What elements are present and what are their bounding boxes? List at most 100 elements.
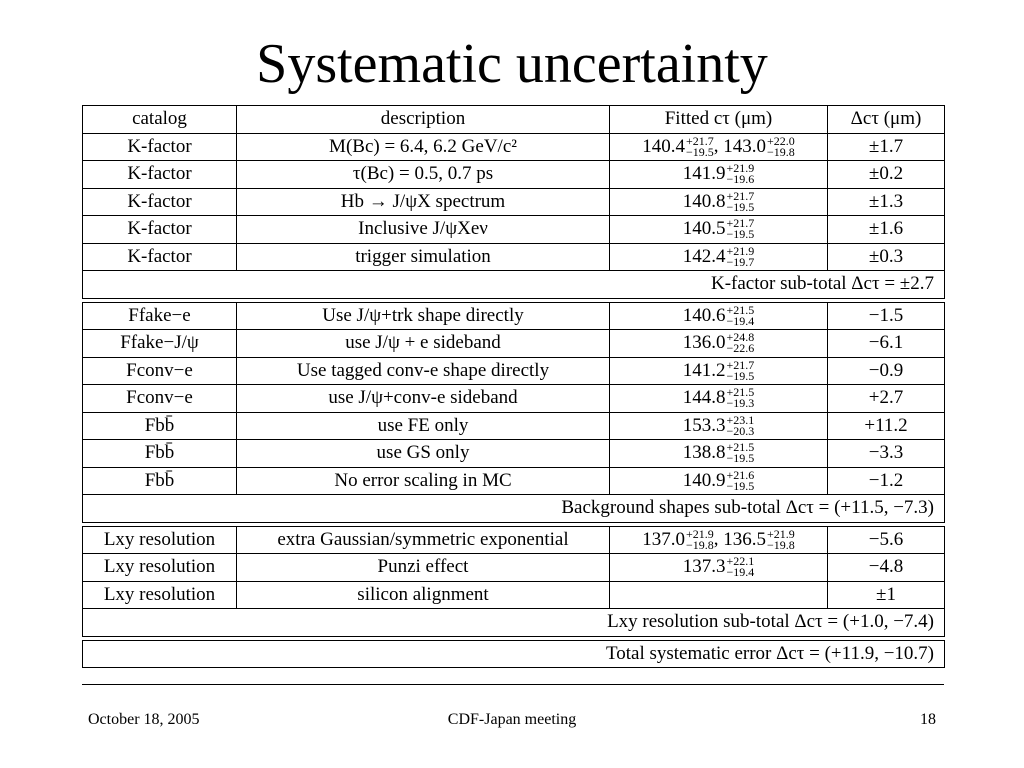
error-down: −19.5 — [726, 368, 755, 383]
cell-catalog: Fbb̄ — [82, 439, 237, 468]
fitted-value: 140.8 — [682, 190, 726, 212]
error-down: −22.6 — [726, 341, 755, 356]
fitted-value: 140.4 — [642, 135, 685, 157]
cell-catalog: Ffake−e — [82, 301, 237, 330]
cell-delta-ctau: −5.6 — [827, 525, 945, 554]
fitted-value: 138.8 — [682, 442, 726, 464]
fitted-value: 141.9 — [682, 163, 726, 185]
table-row: K-factor Hb → J/ψX spectrum 140.8 +21.7 −19.… — [82, 187, 945, 216]
header-catalog: catalog — [82, 105, 237, 134]
fitted-errors: +21.7 −19.5 — [685, 133, 714, 158]
table-row: K-factor τ(Bc) = 0.5, 0.7 ps 141.9 +21.9 −19… — [82, 160, 945, 189]
error-down: −19.5 — [726, 227, 755, 242]
table-row: Lxy resolution extra Gaussian/symmetric e… — [82, 525, 945, 554]
subtotal-row: Background shapes sub-total Δcτ = (+11.5… — [82, 494, 945, 523]
fitted-value: 153.3 — [682, 414, 726, 436]
error-down: −19.8 — [767, 537, 795, 552]
fitted-value: 140.9 — [682, 469, 726, 491]
cell-description: M(Bc) = 6.4, 6.2 GeV/c² — [236, 132, 610, 161]
fitted-errors: +21.7 −19.5 — [726, 217, 755, 242]
error-up: +22.1 — [726, 554, 755, 569]
error-down: −19.4 — [726, 565, 755, 580]
error-down: −19.5 — [726, 199, 755, 214]
error-down: −19.3 — [726, 396, 755, 411]
fitted-errors: +21.9 −19.7 — [726, 245, 754, 268]
fitted-value: 136.5 — [723, 528, 766, 550]
footer-divider — [82, 684, 944, 685]
subtotal-text: Lxy resolution sub-total Δcτ = (+1.0, −7… — [82, 608, 945, 637]
slide-title: Systematic uncertainty — [256, 33, 768, 95]
subtotal-text: Background shapes sub-total Δcτ = (+11.5… — [82, 494, 945, 523]
cell-description: use J/ψ + e sideband — [236, 329, 610, 358]
table-row: Lxy resolution silicon alignment ±1 — [82, 580, 945, 609]
fitted-value: 140.6 — [682, 304, 726, 326]
fitted-errors: +21.9 −19.8 — [767, 526, 795, 552]
cell-catalog: Lxy resolution — [82, 553, 237, 582]
cell-delta-ctau: −4.8 — [827, 553, 945, 582]
cell-delta-ctau: ±0.2 — [827, 160, 945, 189]
cell-fitted-ctau: 144.8 +21.5 −19.3 — [609, 384, 828, 413]
table-row: K-factor trigger simulation 142.4 +21.9 −19.… — [82, 242, 945, 271]
cell-fitted-ctau: 140.4 +21.7 −19.5, 143.0 +22.0 −19.8 — [609, 132, 828, 161]
error-up: +24.8 — [726, 330, 755, 345]
cell-description: Hb → J/ψX spectrum — [236, 187, 610, 216]
table-row: Fbb̄ use FE only 153.3 +23.1 −20.3 +11.2 — [82, 411, 945, 440]
cell-description: use FE only — [236, 411, 610, 440]
fitted-errors: +21.5 −19.4 — [726, 304, 755, 328]
error-up: +21.9 — [767, 526, 795, 541]
fitted-errors: +21.7 −19.5 — [726, 188, 755, 214]
error-up: +21.7 — [726, 188, 755, 203]
error-down: −19.8 — [767, 144, 795, 159]
subtotal-row: Lxy resolution sub-total Δcτ = (+1.0, −7… — [82, 608, 945, 637]
table-header-row: catalog description Fitted cτ (μm) Δcτ (… — [82, 105, 945, 134]
cell-fitted-ctau: 142.4 +21.9 −19.7 — [609, 242, 828, 271]
cell-catalog: Fconv−e — [82, 356, 237, 385]
cell-catalog: Lxy resolution — [82, 580, 237, 609]
table-row: Ffake−e Use J/ψ+trk shape directly 140.6 +2… — [82, 301, 945, 330]
fitted-value: 144.8 — [682, 387, 726, 409]
cell-delta-ctau: ±1.6 — [827, 215, 945, 244]
cell-delta-ctau: −3.3 — [827, 439, 945, 468]
cell-fitted-ctau: 141.2 +21.7 −19.5 — [609, 356, 828, 385]
table-row: Fbb̄ use GS only 138.8 +21.5 −19.5 −3.3 — [82, 439, 945, 468]
cell-description: τ(Bc) = 0.5, 0.7 ps — [236, 160, 610, 189]
cell-catalog: K-factor — [82, 187, 237, 216]
table-row: Fconv−e use J/ψ+conv-e sideband 144.8 +21.5… — [82, 384, 945, 413]
header-delta-ctau: Δcτ (μm) — [827, 105, 945, 134]
fitted-value: 142.4 — [682, 245, 726, 267]
cell-delta-ctau: −1.2 — [827, 466, 945, 495]
error-up: +21.5 — [726, 440, 755, 455]
cell-description: trigger simulation — [236, 242, 610, 271]
table-row: Fbb̄ No error scaling in MC 140.9 +21.6 −19.… — [82, 466, 945, 495]
cell-description: extra Gaussian/symmetric exponential — [236, 525, 610, 554]
error-up: +21.7 — [726, 357, 755, 372]
fitted-errors: +23.1 −20.3 — [726, 414, 754, 437]
cell-delta-ctau: +11.2 — [827, 411, 945, 440]
cell-fitted-ctau: 141.9 +21.9 −19.6 — [609, 160, 828, 189]
error-down: −19.4 — [726, 313, 755, 328]
cell-fitted-ctau: 140.9 +21.6 −19.5 — [609, 466, 828, 495]
cell-description: Use tagged conv-e shape directly — [236, 356, 610, 385]
fitted-errors: +21.9 −19.8 — [686, 528, 714, 551]
error-down: −19.5 — [726, 478, 755, 493]
cell-description: silicon alignment — [236, 580, 610, 609]
cell-description: Use J/ψ+trk shape directly — [236, 301, 610, 330]
cell-fitted-ctau — [609, 580, 828, 609]
subtotal-text: K-factor sub-total Δcτ = ±2.7 — [82, 270, 945, 299]
cell-fitted-ctau: 137.3 +22.1 −19.4 — [609, 553, 828, 582]
cell-fitted-ctau: 140.6 +21.5 −19.4 — [609, 301, 828, 330]
cell-catalog: K-factor — [82, 132, 237, 161]
error-up: +22.0 — [767, 133, 795, 148]
cell-catalog: K-factor — [82, 215, 237, 244]
section-gap — [82, 635, 945, 641]
cell-delta-ctau: ±1.3 — [827, 187, 945, 216]
cell-catalog: K-factor — [82, 242, 237, 271]
fitted-errors: +24.8 −22.6 — [726, 330, 755, 356]
error-up: +21.5 — [726, 385, 755, 400]
cell-catalog: Fbb̄ — [82, 411, 237, 440]
fitted-value: 140.5 — [682, 218, 726, 240]
error-up: +21.7 — [685, 133, 714, 148]
cell-fitted-ctau: 140.5 +21.7 −19.5 — [609, 215, 828, 244]
cell-catalog: Ffake−J/ψ — [82, 329, 237, 358]
cell-delta-ctau: ±1 — [827, 580, 945, 609]
